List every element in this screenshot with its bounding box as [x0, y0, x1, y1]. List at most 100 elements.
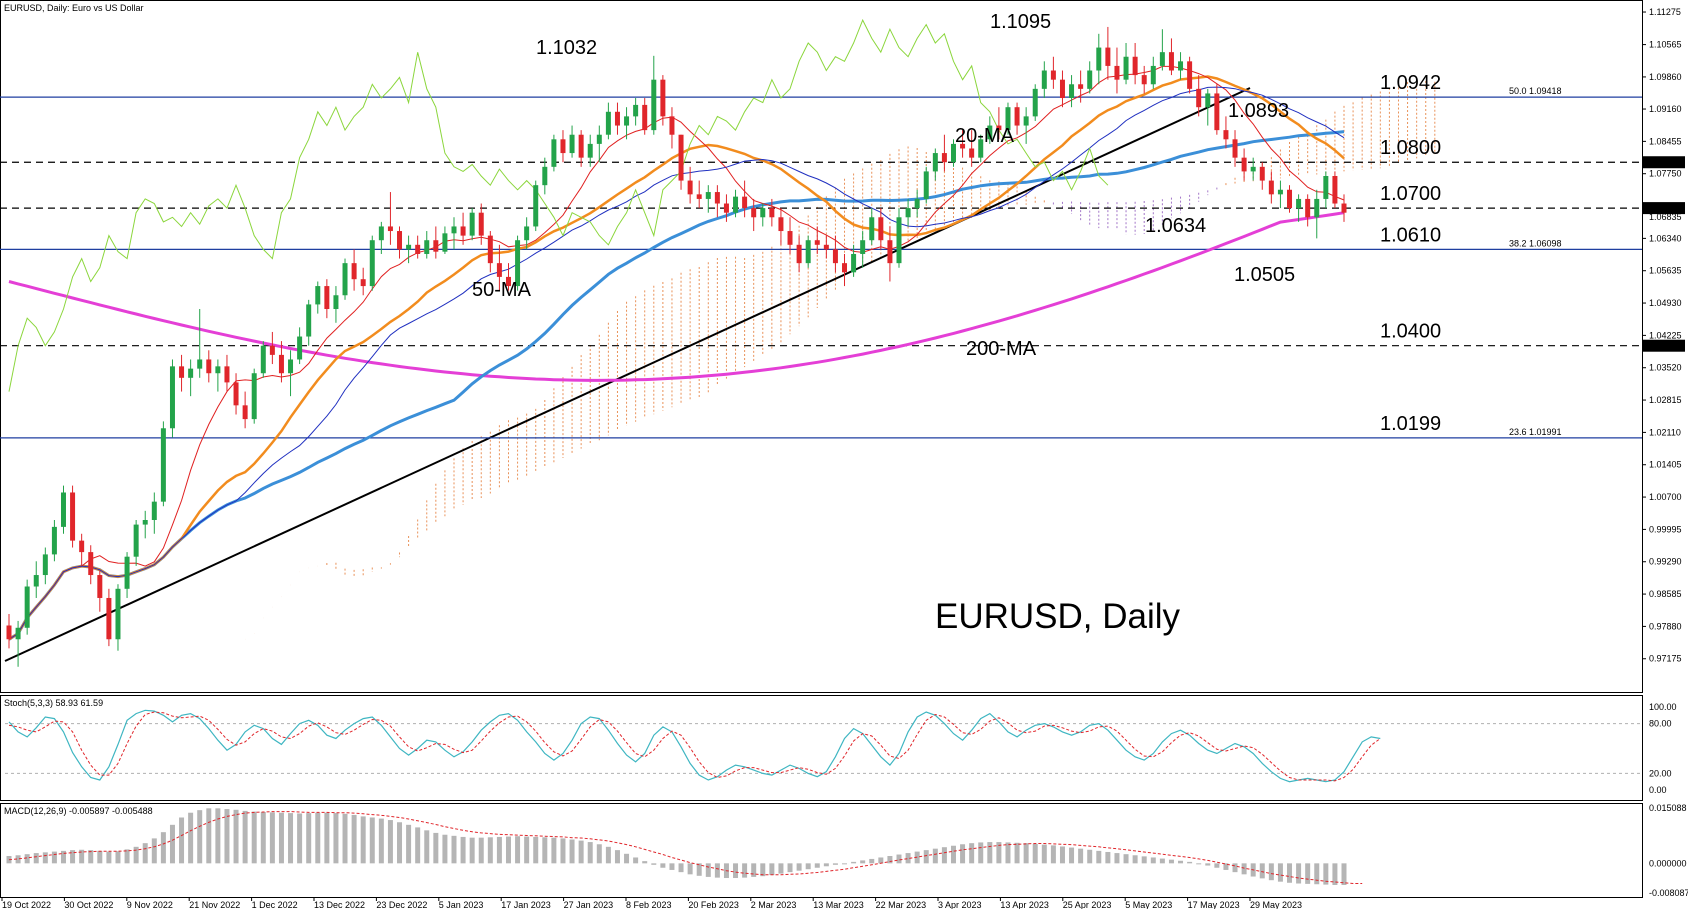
candle-body	[1150, 65, 1156, 85]
candle-body	[478, 212, 484, 236]
trendline	[4, 87, 1251, 662]
candle-body	[188, 368, 194, 378]
macd-histogram-bar	[424, 830, 430, 864]
macd-histogram-bar	[860, 860, 866, 864]
macd-histogram-bar	[242, 810, 248, 864]
macd-histogram-bar	[415, 827, 421, 864]
candle-body	[306, 304, 312, 337]
candle-body	[88, 552, 94, 576]
candle-body	[887, 240, 893, 264]
candle-body	[978, 139, 984, 158]
macd-tick-label: 0.015088	[1649, 803, 1687, 813]
macd-histogram-bar	[1314, 863, 1320, 885]
time-tick-label: 1 Dec 2022	[252, 900, 298, 909]
ichimoku-cloud	[326, 80, 1436, 577]
time-tick-label: 21 Nov 2022	[189, 900, 240, 909]
candle-body	[378, 226, 384, 241]
macd-histogram-bar	[932, 848, 938, 864]
candle-body	[369, 240, 375, 287]
macd-histogram-bar	[1296, 863, 1302, 884]
time-tick-label: 5 Jan 2023	[439, 900, 484, 909]
macd-histogram-bar	[651, 863, 657, 865]
macd-histogram-bar	[487, 837, 493, 864]
candle-body	[433, 240, 439, 252]
time-tick-label: 22 Mar 2023	[876, 900, 927, 909]
candle-body	[33, 575, 39, 587]
macd-histogram-bar	[705, 863, 711, 877]
candle-body	[415, 244, 421, 254]
price-tick-label: 1.03520	[1649, 363, 1682, 373]
moving-averages	[8, 18, 1345, 641]
candle-body	[996, 125, 1002, 131]
macd-histogram-bar	[1050, 845, 1056, 864]
price-badge	[1643, 202, 1685, 215]
candle-body	[760, 208, 766, 218]
price-badge-label: 1.04000	[1646, 341, 1679, 351]
candle-body	[397, 231, 403, 250]
candle-body	[70, 492, 76, 541]
time-tick-label: 19 Oct 2022	[2, 900, 51, 909]
price-tick-label: 0.98585	[1649, 589, 1682, 599]
macd-histogram-bar	[1268, 863, 1274, 881]
candle-body	[251, 373, 257, 420]
candle-body	[1259, 166, 1265, 181]
fibo-tag: 50.0 1.09418	[1509, 86, 1562, 96]
macd-histogram-bar	[1123, 854, 1129, 864]
candle-body	[79, 540, 85, 553]
candle-body	[142, 520, 148, 525]
candle-body	[624, 116, 630, 126]
time-tick-label: 27 Jan 2023	[564, 900, 614, 909]
macd-histogram-bar	[505, 836, 511, 864]
macd-histogram-bar	[969, 843, 975, 864]
candle-body	[932, 153, 938, 172]
time-tick-label: 17 May 2023	[1188, 900, 1240, 909]
macd-histogram-bar	[515, 836, 521, 864]
candle-body	[1323, 176, 1329, 199]
candle-body	[1277, 189, 1283, 195]
macd-histogram-bar	[1287, 863, 1293, 883]
candle-body	[687, 180, 693, 195]
macd-histogram-bar	[215, 808, 221, 864]
macd-histogram-bar	[460, 836, 466, 864]
macd-histogram-bar	[188, 812, 194, 864]
stoch-label: Stoch(5,3,3) 58.93 61.59	[4, 698, 103, 708]
candle-body	[1314, 198, 1320, 218]
candle-body	[705, 192, 711, 199]
macd-histogram-bar	[1059, 846, 1065, 864]
candle-body	[97, 575, 103, 598]
candle-body	[860, 240, 866, 254]
macd-histogram-bar	[642, 861, 648, 864]
time-tick-label: 9 Nov 2022	[127, 900, 173, 909]
candle-body	[596, 134, 602, 144]
macd-histogram-bar	[878, 857, 884, 864]
candle-body	[124, 556, 130, 589]
macd-histogram-bar	[941, 847, 947, 864]
candlesticks	[6, 26, 1347, 667]
candle-body	[297, 336, 303, 360]
price-badge-label: 1.07000	[1646, 203, 1679, 213]
candle-body	[206, 359, 212, 374]
time-tick-label: 3 Apr 2023	[938, 900, 982, 909]
candle-body	[814, 240, 820, 245]
price-axis: 1.11275 1.10565 1.09860 1.09160 1.08455 1.077…	[1642, 7, 1682, 664]
macd-histogram-bar	[260, 811, 266, 864]
candle-body	[233, 382, 239, 406]
uptrend-line	[4, 87, 1251, 662]
macd-histogram-bar	[233, 809, 239, 864]
macd-histogram-bar	[996, 842, 1002, 864]
candle-body	[169, 366, 175, 429]
macd-histogram-bar	[478, 837, 484, 864]
macd-histogram-bar	[433, 832, 439, 864]
candle-body	[778, 217, 784, 232]
macd-histogram-bar	[496, 836, 502, 864]
price-tick-label: 1.01405	[1649, 460, 1682, 470]
macd-histogram-bar	[896, 854, 902, 864]
candle-body	[1159, 52, 1165, 66]
macd-histogram-bar	[1341, 863, 1347, 885]
macd-histogram-bar	[1114, 853, 1120, 864]
candle-body	[660, 79, 666, 117]
macd-histogram-bar	[197, 810, 203, 864]
macd-histogram-bar	[978, 842, 984, 864]
macd-histogram-bar	[696, 863, 702, 876]
time-tick-label: 5 May 2023	[1125, 900, 1172, 909]
